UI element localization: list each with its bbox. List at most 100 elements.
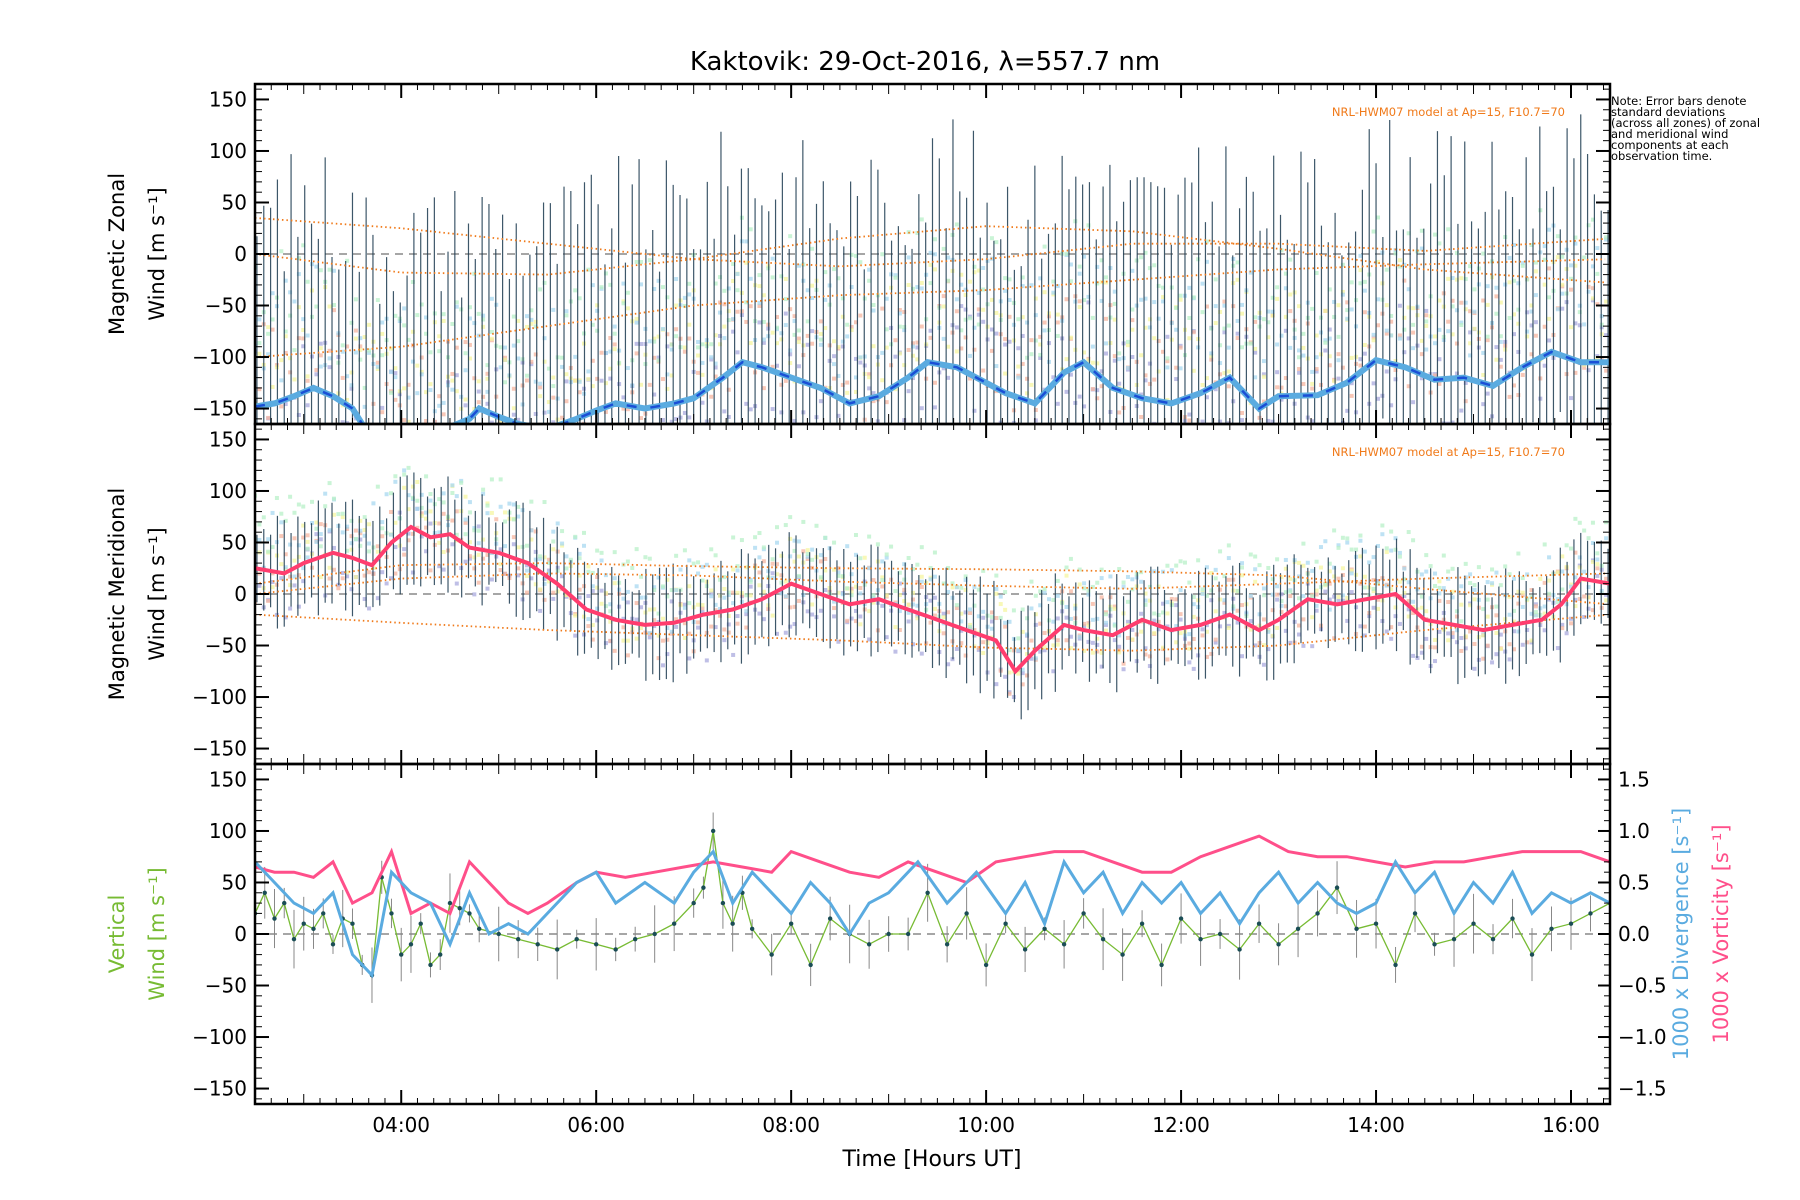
zone-sample-point <box>783 594 788 599</box>
zone-sample-point <box>1077 305 1082 310</box>
zone-sample-point <box>858 360 863 365</box>
zone-sample-point <box>1222 610 1227 615</box>
zone-sample-point <box>560 364 565 369</box>
zone-sample-point <box>1463 646 1468 651</box>
y2-tick-label: 0.0 <box>1618 922 1650 946</box>
zone-sample-point <box>1529 309 1534 314</box>
vertical-wind-point <box>1276 942 1281 947</box>
zone-sample-point <box>1261 399 1266 404</box>
y-tick-label: −150 <box>192 737 247 761</box>
zone-sample-point <box>652 355 657 360</box>
zone-sample-point <box>257 317 262 322</box>
zone-sample-point <box>375 364 380 369</box>
vertical-wind-point <box>282 900 287 906</box>
zone-sample-point <box>770 330 775 335</box>
zone-sample-point <box>897 324 902 329</box>
zone-sample-point <box>1604 237 1609 242</box>
zone-sample-point <box>858 556 863 561</box>
zone-sample-point <box>266 537 271 542</box>
zone-sample-point <box>595 328 600 333</box>
zone-sample-point <box>726 414 731 419</box>
zone-sample-point <box>533 411 538 416</box>
zone-sample-point <box>573 378 578 383</box>
zone-sample-point <box>1191 295 1196 300</box>
zone-sample-point <box>696 432 700 436</box>
zone-sample-point <box>1472 309 1477 314</box>
vertical-wind-point <box>1081 911 1086 916</box>
zone-sample-point <box>726 613 731 618</box>
zone-sample-point <box>1560 626 1565 631</box>
zone-sample-point <box>1301 331 1306 336</box>
zone-sample-point <box>1003 337 1008 342</box>
zone-sample-point <box>546 579 551 584</box>
zone-sample-point <box>612 324 617 329</box>
zone-sample-point <box>748 304 753 309</box>
zone-sample-point <box>507 432 511 436</box>
vertical-wind-point <box>477 926 482 932</box>
zone-sample-point <box>533 549 538 554</box>
zone-sample-point <box>1038 621 1043 626</box>
y-tick-label: −50 <box>205 634 247 658</box>
zone-sample-point <box>1143 646 1148 651</box>
zone-sample-point <box>393 371 398 376</box>
zone-sample-point <box>634 547 639 552</box>
zone-sample-point <box>415 525 420 530</box>
zone-sample-point <box>1003 288 1008 293</box>
zone-sample-point <box>511 412 516 417</box>
zone-sample-point <box>621 301 626 306</box>
zone-sample-point <box>1511 629 1516 634</box>
zone-sample-point <box>1310 306 1315 311</box>
zone-sample-point <box>441 312 446 317</box>
zone-sample-point <box>1143 378 1148 383</box>
zone-sample-point <box>1494 345 1499 350</box>
zone-sample-point <box>577 379 582 384</box>
zone-sample-point <box>406 419 411 424</box>
zone-sample-point <box>257 387 262 392</box>
zone-sample-point <box>1174 624 1179 629</box>
vertical-wind-point <box>330 942 336 947</box>
zone-sample-point <box>674 553 679 558</box>
zone-sample-point <box>595 303 600 308</box>
vertical-wind-point <box>925 890 930 895</box>
zone-sample-point <box>424 331 429 336</box>
zone-sample-point <box>380 353 385 358</box>
zone-sample-point <box>1226 623 1231 628</box>
zone-sample-point <box>318 268 323 273</box>
zone-sample-point <box>450 321 455 326</box>
zone-sample-point <box>911 376 916 381</box>
zone-sample-point <box>1419 228 1424 233</box>
zone-sample-point <box>560 541 565 546</box>
divergence-ylabel: 1000 x Divergence [s⁻¹] <box>1669 808 1693 1060</box>
zone-sample-point <box>1288 589 1293 594</box>
zone-sample-point <box>1511 608 1516 613</box>
vertical-wind-point <box>1393 962 1398 968</box>
zone-sample-point <box>1147 361 1152 366</box>
zone-sample-point <box>634 341 639 346</box>
zone-sample-point <box>1068 262 1073 267</box>
zone-sample-point <box>1235 608 1240 613</box>
zone-sample-point <box>498 568 503 573</box>
zone-sample-point <box>1358 357 1363 362</box>
zone-sample-point <box>1279 603 1284 608</box>
zone-sample-point <box>832 354 837 359</box>
zone-sample-point <box>1082 621 1087 626</box>
zone-sample-point <box>1003 624 1008 629</box>
vertical-wind-point <box>291 936 297 942</box>
zone-sample-point <box>533 324 538 329</box>
zone-sample-point <box>463 368 468 373</box>
zone-sample-point <box>713 625 718 630</box>
zone-sample-point <box>1397 554 1402 559</box>
zone-sample-point <box>832 599 837 604</box>
zone-sample-point <box>722 627 727 632</box>
zone-sample-point <box>419 369 424 374</box>
zone-sample-point <box>1253 567 1258 572</box>
zone-sample-point <box>555 521 560 526</box>
zone-sample-point <box>1454 614 1459 619</box>
zone-sample-point <box>1340 593 1345 598</box>
zone-sample-point <box>1569 276 1574 281</box>
zone-sample-point <box>805 609 810 614</box>
zone-sample-point <box>1068 556 1073 561</box>
vertical-wind-point <box>710 828 716 834</box>
zone-sample-point <box>1025 673 1030 678</box>
zone-sample-point <box>1406 530 1411 535</box>
